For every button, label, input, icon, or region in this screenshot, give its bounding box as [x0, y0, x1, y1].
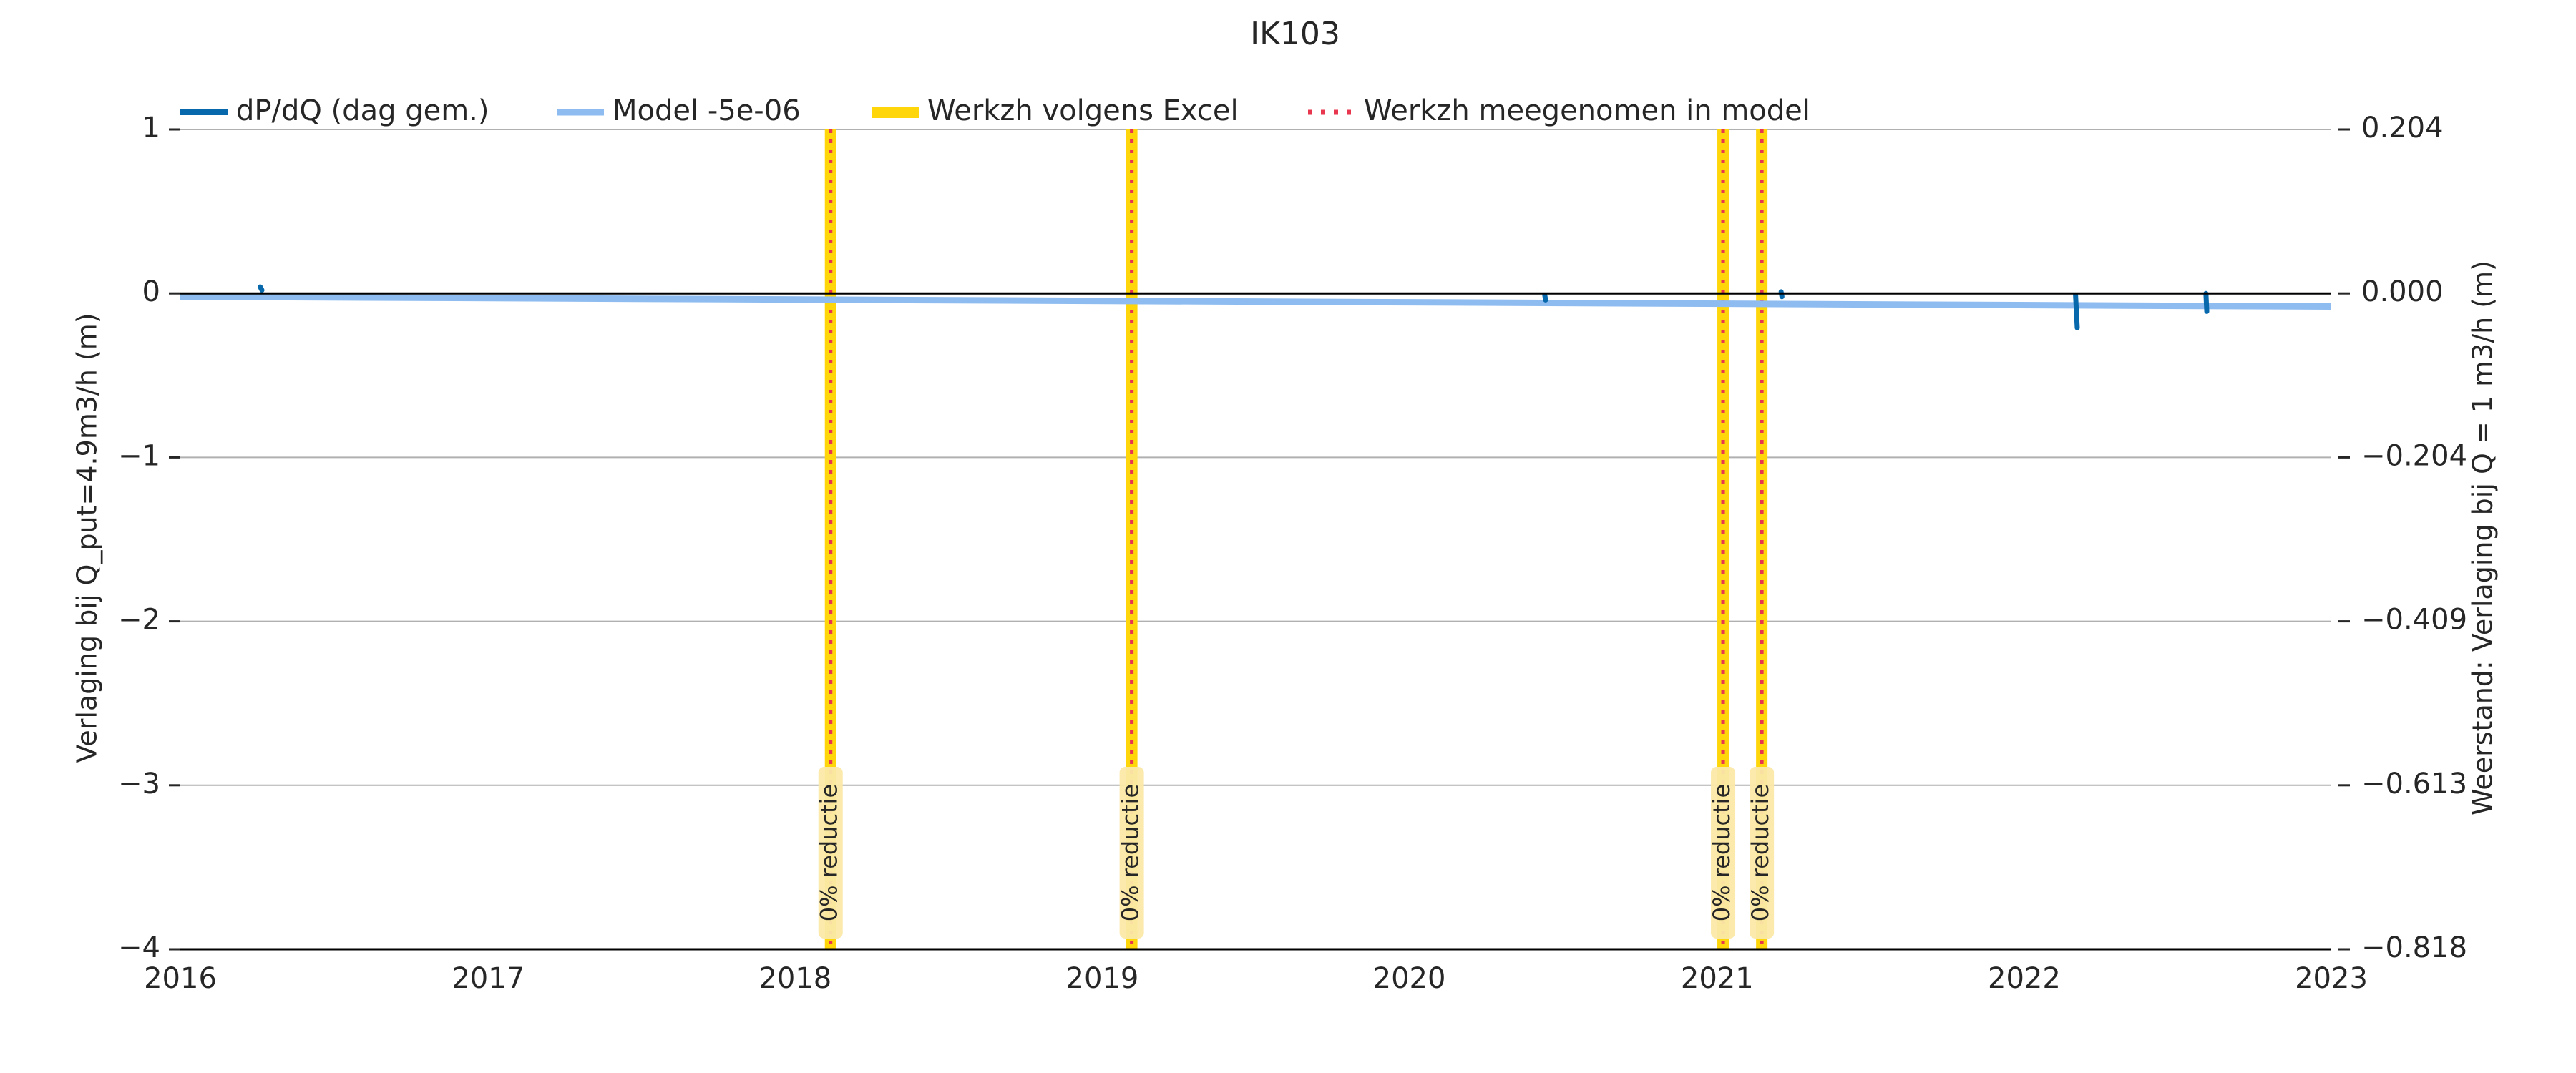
dpdq-segment	[258, 284, 265, 293]
dpdq-segment	[2203, 290, 2210, 314]
x-tick-label: 2019	[1066, 962, 1139, 995]
event-bands: 0% reductie 0% reductie 0% reductie 0% redu…	[816, 129, 1775, 949]
legend: dP/dQ (dag gem.) Model -5e-06 Werkzh volge…	[180, 94, 1810, 127]
y-tick-label-right: −0.409	[2361, 604, 2467, 637]
y-axis-right-label: Weerstand: Verlaging bij Q = 1 m3/h (m)	[2467, 260, 2499, 815]
y-tick-label-left: 1	[142, 112, 160, 144]
event-label: 0% reductie	[1747, 784, 1774, 921]
model-line	[180, 293, 2332, 310]
event-label-box	[818, 767, 843, 939]
y-axis-left-label: Verlaging bij Q_put=4.9m3/h (m)	[72, 313, 103, 763]
y-tick-label-left: −1	[118, 439, 160, 472]
dpdq-segment	[1542, 292, 1548, 303]
event-label-box	[1119, 767, 1144, 939]
dpdq-segment	[2073, 292, 2080, 330]
y-tick-label-right: 0.204	[2361, 112, 2444, 144]
x-tick-label: 2017	[452, 962, 525, 995]
y-tick-label-left: −3	[118, 768, 160, 800]
y-tick-label-left: −4	[118, 931, 160, 964]
x-tick-label: 2018	[758, 962, 831, 995]
y-tick-label-right: −0.204	[2361, 439, 2467, 472]
event-band	[1756, 129, 1768, 949]
legend-label: Model -5e-06	[613, 94, 801, 127]
event-band	[824, 129, 836, 949]
y-tick-label-left: 0	[142, 275, 160, 308]
event-label-box	[1711, 767, 1736, 939]
x-tick-label: 2020	[1373, 962, 1446, 995]
tick-labels: 1 0 −1 −2 −3 −4 0.204 0.000 −0.204 −0.409 −0.613 −0…	[118, 112, 2467, 995]
y-tick-label-left: −2	[118, 604, 160, 637]
x-tick-label: 2021	[1681, 962, 1754, 995]
x-tick-label: 2022	[1988, 962, 2061, 995]
x-tick-label: 2023	[2295, 962, 2368, 995]
event-label-box	[1750, 767, 1775, 939]
y-tick-label-right: −0.818	[2361, 931, 2467, 964]
x-tick-label: 2016	[144, 962, 217, 995]
legend-label: Werkzh volgens Excel	[927, 94, 1239, 127]
event-band	[1126, 129, 1138, 949]
event-label: 0% reductie	[1708, 784, 1735, 921]
y-tick-label-right: −0.613	[2361, 768, 2467, 800]
event-band	[1717, 129, 1729, 949]
grid-lines	[180, 129, 2331, 786]
event-label: 0% reductie	[1117, 784, 1144, 921]
legend-label: dP/dQ (dag gem.)	[236, 94, 489, 127]
event-label: 0% reductie	[816, 784, 843, 921]
axes	[180, 292, 2331, 951]
y-tick-label-right: 0.000	[2361, 275, 2444, 308]
chart-title: IK103	[1250, 16, 1340, 52]
legend-label: Werkzh meegenomen in model	[1364, 94, 1810, 127]
